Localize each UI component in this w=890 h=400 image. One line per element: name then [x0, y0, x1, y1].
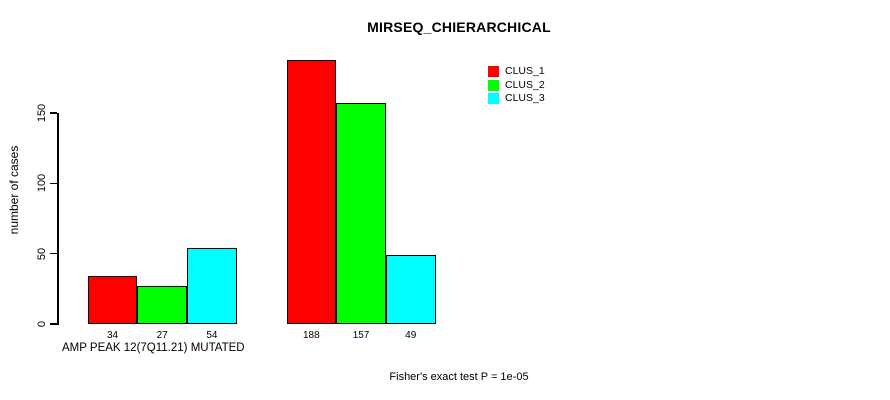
- bar-clus_1-group-1: [87, 276, 138, 324]
- y-tick-label: 50: [36, 247, 48, 260]
- bar-value-label: 157: [352, 329, 370, 341]
- bar-value-label: 27: [156, 329, 168, 341]
- y-tick-label: 0: [36, 320, 48, 328]
- bar-clus_2-group-1: [137, 286, 188, 324]
- legend-swatch-clus3-icon: [488, 92, 499, 104]
- y-axis-line: [57, 113, 59, 325]
- legend-row: CLUS_1: [488, 65, 545, 78]
- legend-label: CLUS_3: [505, 92, 545, 105]
- bar-clus_3-group-1: [187, 248, 237, 324]
- bar-value-label: 49: [405, 329, 417, 341]
- y-tick: [50, 323, 57, 325]
- legend-row: CLUS_2: [488, 78, 545, 91]
- chart-title: MIRSEQ_CHIERARCHICAL: [367, 19, 551, 35]
- bar-value-label: 188: [303, 329, 320, 341]
- bar-value-label: 54: [206, 329, 218, 341]
- y-tick-label: 150: [36, 103, 48, 123]
- legend-row: CLUS_3: [488, 92, 545, 105]
- legend-label: CLUS_1: [505, 65, 545, 78]
- y-tick: [50, 112, 57, 114]
- y-tick: [50, 182, 57, 185]
- bar-value-label: 34: [106, 329, 119, 341]
- legend: CLUS_1 CLUS_2 CLUS_3: [488, 65, 545, 105]
- fisher-test-annotation: Fisher's exact test P = 1e-05: [389, 371, 529, 383]
- legend-swatch-clus1-icon: [488, 66, 499, 78]
- legend-label: CLUS_2: [505, 78, 545, 91]
- x-category-label: AMP PEAK 12(7Q11.21) MUTATED: [62, 342, 245, 354]
- legend-swatch-clus2-icon: [488, 79, 499, 91]
- y-axis-label: number of cases: [7, 145, 21, 235]
- y-tick-label: 100: [36, 174, 48, 193]
- y-tick: [50, 252, 57, 255]
- bar-clus_3-group-2: [385, 255, 436, 324]
- bar-clus_1-group-2: [286, 59, 337, 324]
- bar-clus_2-group-2: [336, 103, 386, 324]
